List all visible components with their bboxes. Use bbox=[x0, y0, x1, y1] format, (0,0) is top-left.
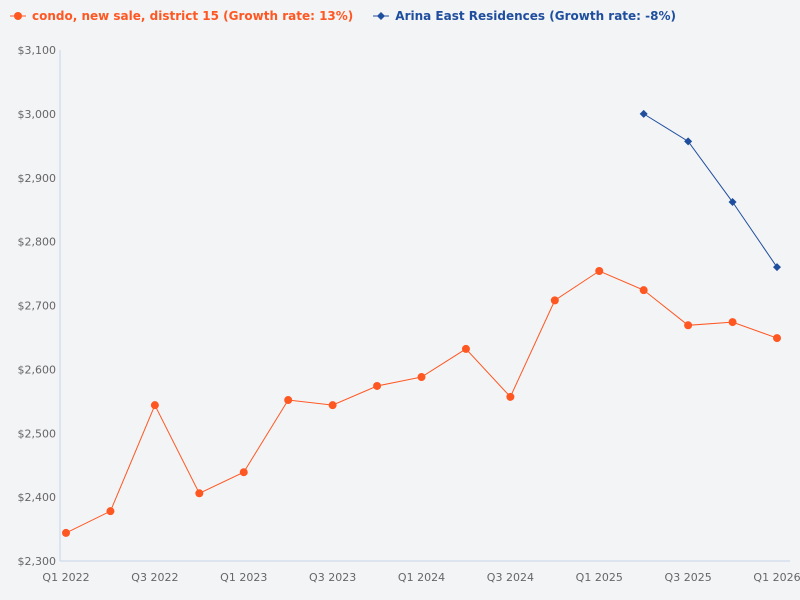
data-point bbox=[239, 468, 248, 477]
data-point bbox=[639, 286, 648, 295]
x-tick-label: Q1 2025 bbox=[576, 571, 623, 584]
data-point bbox=[728, 198, 737, 207]
y-tick-label: $2,400 bbox=[18, 491, 57, 504]
data-point bbox=[62, 528, 70, 537]
x-tick-label: Q1 2026 bbox=[753, 571, 800, 584]
y-tick-label: $2,600 bbox=[18, 363, 57, 376]
x-tick-label: Q3 2024 bbox=[487, 571, 534, 584]
y-tick-label: $2,500 bbox=[18, 427, 57, 440]
y-tick-label: $2,700 bbox=[18, 300, 57, 313]
data-point bbox=[195, 489, 204, 498]
data-point bbox=[639, 109, 648, 118]
data-point bbox=[728, 318, 737, 327]
x-tick-label: Q1 2022 bbox=[42, 571, 89, 584]
x-tick-label: Q3 2025 bbox=[665, 571, 712, 584]
data-point bbox=[417, 373, 426, 382]
y-tick-label: $2,800 bbox=[18, 236, 57, 249]
series-line-1 bbox=[643, 113, 778, 268]
x-tick-label: Q1 2023 bbox=[220, 571, 267, 584]
data-point bbox=[150, 401, 159, 410]
data-point bbox=[773, 334, 781, 343]
x-tick-label: Q3 2023 bbox=[309, 571, 356, 584]
legend-item-condo[interactable]: condo, new sale, district 15 (Growth rat… bbox=[10, 9, 353, 23]
data-point bbox=[284, 396, 293, 405]
data-point bbox=[328, 401, 337, 410]
data-point bbox=[684, 137, 693, 146]
y-tick-label: $2,900 bbox=[18, 172, 57, 185]
data-point bbox=[106, 507, 115, 516]
data-point bbox=[506, 392, 515, 401]
data-point bbox=[550, 296, 559, 305]
legend: condo, new sale, district 15 (Growth rat… bbox=[10, 9, 676, 23]
x-tick-label: Q3 2022 bbox=[131, 571, 178, 584]
legend-item-arina[interactable]: Arina East Residences (Growth rate: -8%) bbox=[373, 9, 676, 23]
y-tick-label: $2,300 bbox=[18, 555, 57, 568]
legend-label: Arina East Residences (Growth rate: -8%) bbox=[395, 9, 676, 23]
data-point bbox=[595, 267, 604, 276]
series-line-0 bbox=[65, 270, 778, 534]
y-tick-label: $3,100 bbox=[18, 44, 57, 57]
legend-label: condo, new sale, district 15 (Growth rat… bbox=[32, 9, 354, 23]
x-tick-label: Q1 2024 bbox=[398, 571, 445, 584]
y-tick-label: $3,000 bbox=[18, 108, 57, 121]
data-point bbox=[461, 344, 470, 353]
data-point bbox=[373, 381, 382, 390]
data-point bbox=[684, 321, 693, 330]
data-point bbox=[773, 263, 781, 272]
